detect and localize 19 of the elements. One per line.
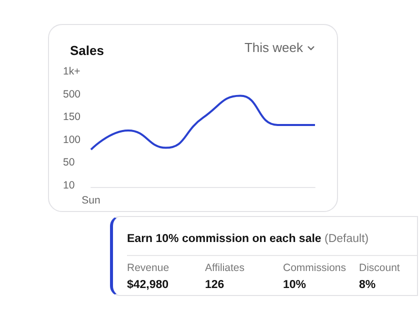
text: 50 (63, 156, 75, 169)
chart-title: Sales (70, 43, 104, 58)
text: 500 (63, 88, 81, 100)
text: 10 (63, 180, 75, 192)
text: 150 (63, 111, 81, 124)
text: Commissions (283, 262, 346, 274)
text: $42,980 (127, 279, 169, 291)
text: 100 (63, 134, 81, 146)
text: Sun (82, 194, 100, 206)
text: Discount (359, 262, 400, 274)
text: 126 (205, 279, 224, 291)
text: (Default) (324, 233, 369, 245)
text: 10% (283, 279, 306, 291)
text: 8% (359, 279, 376, 291)
text: Affiliates (205, 262, 244, 274)
text: 1k+ (63, 66, 80, 78)
text: Revenue (127, 262, 170, 274)
text: This week (244, 40, 303, 55)
text: Earn 10% commission on each sale (127, 233, 322, 245)
